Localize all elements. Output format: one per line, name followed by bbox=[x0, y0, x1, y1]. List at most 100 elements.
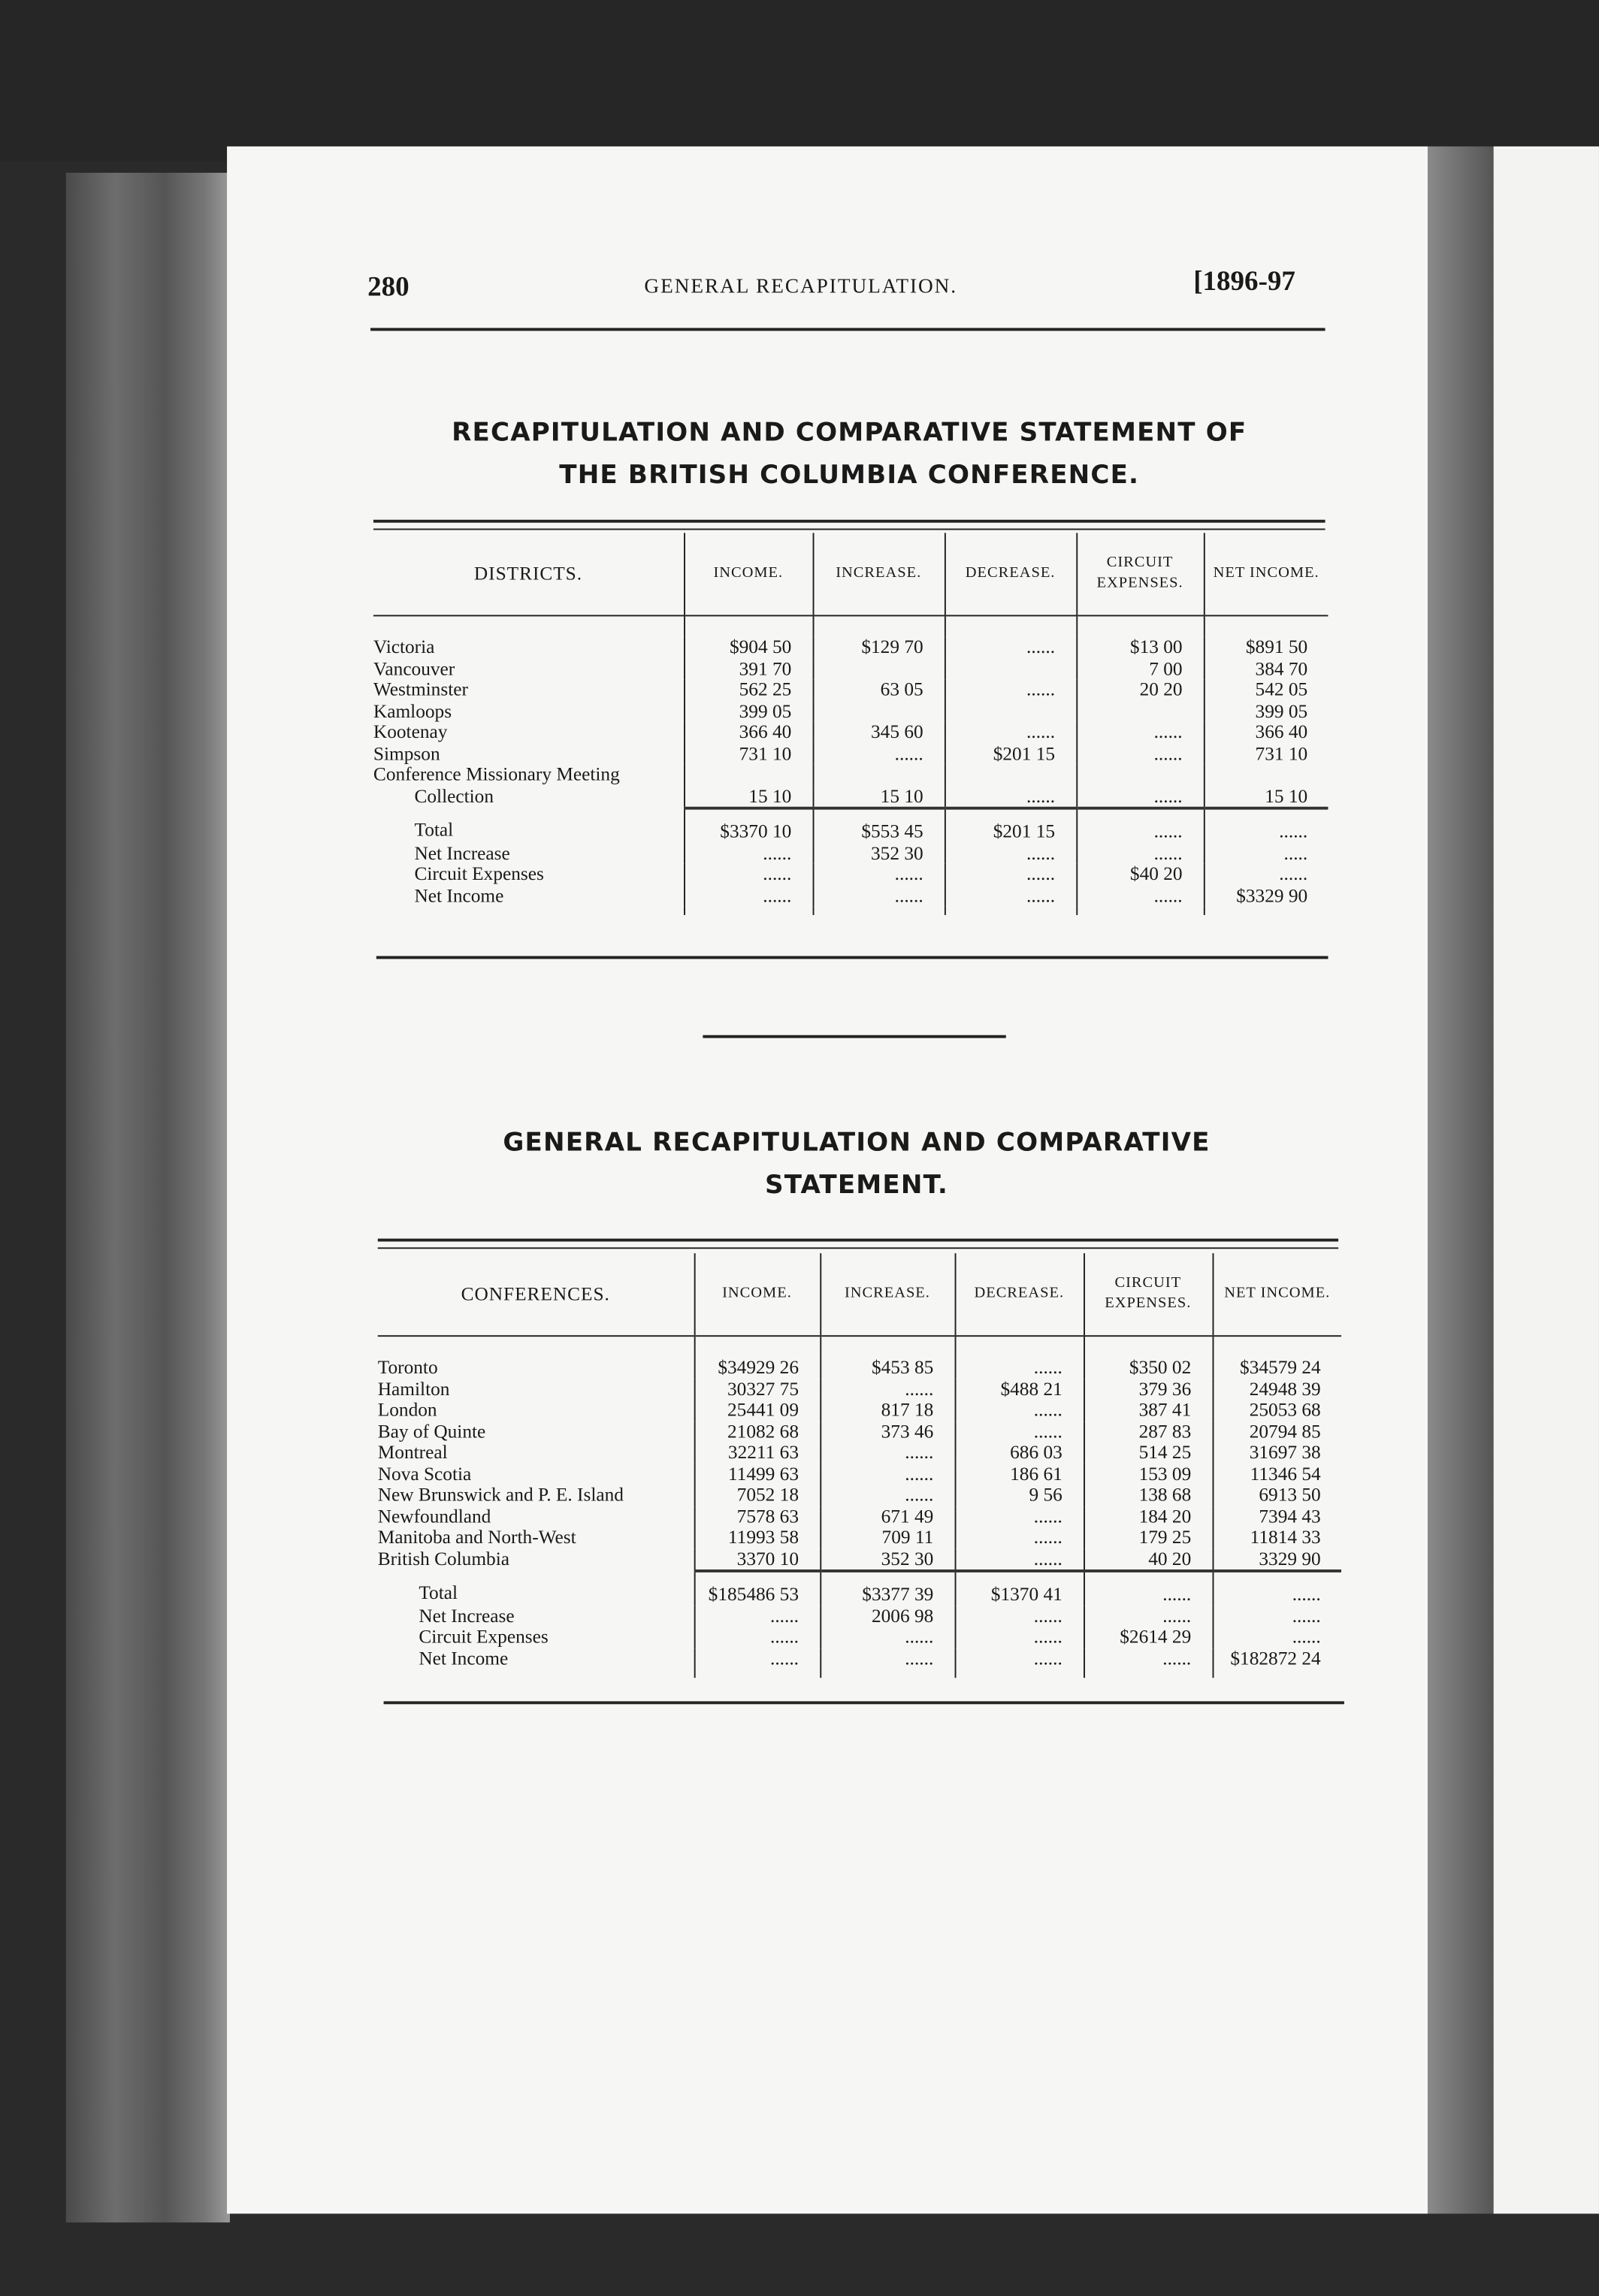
cell-value: ...... bbox=[954, 1647, 1084, 1669]
row-label: Vancouver bbox=[373, 656, 455, 679]
cell-value: 11993 58 bbox=[693, 1527, 821, 1548]
cell-value: 138 68 bbox=[1083, 1484, 1213, 1506]
row-label: Westminster bbox=[373, 678, 468, 700]
cell-value: ...... bbox=[954, 1356, 1084, 1379]
total-row: Circuit Expenses.................. $40 20… bbox=[373, 863, 1328, 885]
cell-value: ...... bbox=[943, 841, 1077, 864]
cell-value: 731 10 bbox=[683, 742, 813, 765]
cell-value: 7052 18 bbox=[693, 1484, 821, 1506]
table-row: Nova Scotia 11499 63...... 186 61 153 09 113… bbox=[378, 1463, 1342, 1485]
cell-value: ...... bbox=[683, 884, 813, 907]
column-header-income: Income. bbox=[683, 533, 813, 617]
table-row: London 25441 09 817 18...... 387 41 25053 68 bbox=[378, 1399, 1342, 1421]
column-header-circuit-expenses: Circuit Expenses. bbox=[1075, 533, 1204, 617]
cell-value: ...... bbox=[819, 1441, 955, 1464]
cell-value: ...... bbox=[812, 863, 945, 885]
cell-value: $904 50 bbox=[683, 636, 813, 658]
adjacent-page bbox=[1493, 146, 1599, 2214]
cell-value: 366 40 bbox=[1202, 721, 1328, 743]
cell-value: 15 10 bbox=[1202, 784, 1328, 808]
cell-value: 15 10 bbox=[812, 784, 945, 808]
section1-title-line1: RECAPITULATION AND COMPARATIVE STATEMENT… bbox=[452, 418, 1247, 449]
section2-title-line1: GENERAL RECAPITULATION AND COMPARATIVE bbox=[503, 1128, 1211, 1159]
cell-value: $201 15 bbox=[943, 742, 1077, 765]
cell-value: $3377 39 bbox=[819, 1569, 955, 1606]
table-row: Kamloops 399 05 399 05 bbox=[373, 699, 1328, 722]
table-row: Westminster 562 25 63 05...... 20 20 542 05 bbox=[373, 678, 1328, 701]
cell-value: 562 25 bbox=[683, 678, 813, 701]
cell-value: ...... bbox=[943, 884, 1077, 907]
cell-value: 153 09 bbox=[1083, 1463, 1213, 1485]
cell-value: $129 70 bbox=[812, 636, 945, 658]
cell-value: 20 20 bbox=[1075, 678, 1204, 701]
cell-value: 399 05 bbox=[1202, 699, 1328, 722]
cell-value: 352 30 bbox=[819, 1548, 955, 1571]
cell-value: 709 11 bbox=[819, 1527, 955, 1548]
cell-value: $185486 53 bbox=[693, 1569, 821, 1606]
spacer-row bbox=[378, 1669, 1342, 1678]
cell-value: ...... bbox=[693, 1647, 821, 1669]
cell-value: ...... bbox=[1075, 721, 1204, 743]
background bbox=[0, 0, 1599, 162]
year-range: [1896-97 bbox=[1193, 266, 1295, 298]
cell-value: 671 49 bbox=[819, 1505, 955, 1527]
total-row: Net Increase...... 352 30................… bbox=[373, 841, 1328, 864]
cell-value: ...... bbox=[819, 1647, 955, 1669]
cell-value: ...... bbox=[1083, 1647, 1213, 1669]
cell-value: 387 41 bbox=[1083, 1399, 1213, 1421]
cell-value: 2006 98 bbox=[819, 1605, 955, 1627]
row-label: Bay of Quinte bbox=[377, 1419, 486, 1442]
total-row: Circuit Expenses.................. $2614 … bbox=[378, 1626, 1342, 1648]
cell-value: 379 36 bbox=[1083, 1378, 1213, 1400]
row-label: Kamloops bbox=[373, 699, 452, 721]
column-header-net-income: Net Income. bbox=[1202, 533, 1328, 617]
cell-value: ...... bbox=[819, 1378, 955, 1400]
row-label: Toronto bbox=[377, 1355, 438, 1378]
section2-title-line2: STATEMENT. bbox=[764, 1171, 948, 1201]
row-label: Simpson bbox=[373, 742, 440, 764]
total-row: Total $185486 53 $3377 39 $1370 41.........… bbox=[378, 1569, 1342, 1606]
table-row: Hamilton 30327 75...... $488 21 379 36 24948… bbox=[378, 1378, 1342, 1400]
header-rule bbox=[370, 328, 1325, 331]
cell-value: 287 83 bbox=[1083, 1420, 1213, 1443]
total-row: Total $3370 10 $553 45 $201 15............ bbox=[373, 806, 1328, 843]
cell-value bbox=[812, 700, 945, 722]
cell-value: ...... bbox=[819, 1463, 955, 1485]
section-divider bbox=[703, 1035, 1006, 1038]
cell-value: $1370 41 bbox=[954, 1569, 1084, 1606]
cell-value: ...... bbox=[812, 742, 945, 765]
cell-value: ...... bbox=[683, 863, 813, 885]
cell-value: 186 61 bbox=[954, 1463, 1084, 1485]
cell-value bbox=[683, 764, 813, 786]
british-columbia-table: DISTRICTS. Income. Increase. Decrease. Circu… bbox=[373, 533, 1328, 915]
cell-value: 391 70 bbox=[683, 657, 813, 680]
cell-value: ...... bbox=[1211, 1569, 1342, 1606]
table-row: Montreal 32211 63...... 686 03 514 25 31697 … bbox=[378, 1441, 1342, 1464]
cell-value bbox=[812, 764, 945, 786]
row-label: Net Increase bbox=[419, 1603, 515, 1627]
cell-value: ...... bbox=[943, 721, 1077, 743]
total-row: Net Income........................ $18287… bbox=[378, 1647, 1342, 1669]
cell-value: $13 00 bbox=[1075, 636, 1204, 658]
total-row: Net Income........................ $3329 … bbox=[373, 884, 1328, 907]
cell-value: ...... bbox=[1075, 784, 1204, 808]
cell-value: 40 20 bbox=[1083, 1548, 1213, 1571]
cell-value: $553 45 bbox=[812, 806, 945, 843]
table-row: New Brunswick and P. E. Island 7052 18...… bbox=[378, 1484, 1342, 1506]
row-label: Manitoba and North-West bbox=[377, 1525, 576, 1548]
row-label: Total bbox=[414, 818, 454, 841]
book-gutter bbox=[1427, 146, 1494, 2214]
table2-top-rule-thin bbox=[377, 1247, 1339, 1249]
cell-value: 352 30 bbox=[812, 841, 945, 864]
cell-value: 25053 68 bbox=[1211, 1399, 1342, 1421]
cell-value: 3370 10 bbox=[693, 1548, 821, 1571]
table-row: Collection 15 10 15 10............ 15 10 bbox=[373, 784, 1328, 808]
column-header-increase: Increase. bbox=[812, 533, 945, 617]
row-label: Conference Missionary Meeting bbox=[373, 763, 620, 785]
section1-title-line2: THE BRITISH COLUMBIA CONFERENCE. bbox=[559, 461, 1140, 491]
table-row: Vancouver 391 70 7 00 384 70 bbox=[373, 656, 1328, 680]
row-label: British Columbia bbox=[377, 1546, 509, 1569]
cell-value: 24948 39 bbox=[1211, 1378, 1342, 1400]
cell-value: $2614 29 bbox=[1083, 1626, 1213, 1648]
cell-value: $891 50 bbox=[1202, 636, 1328, 658]
